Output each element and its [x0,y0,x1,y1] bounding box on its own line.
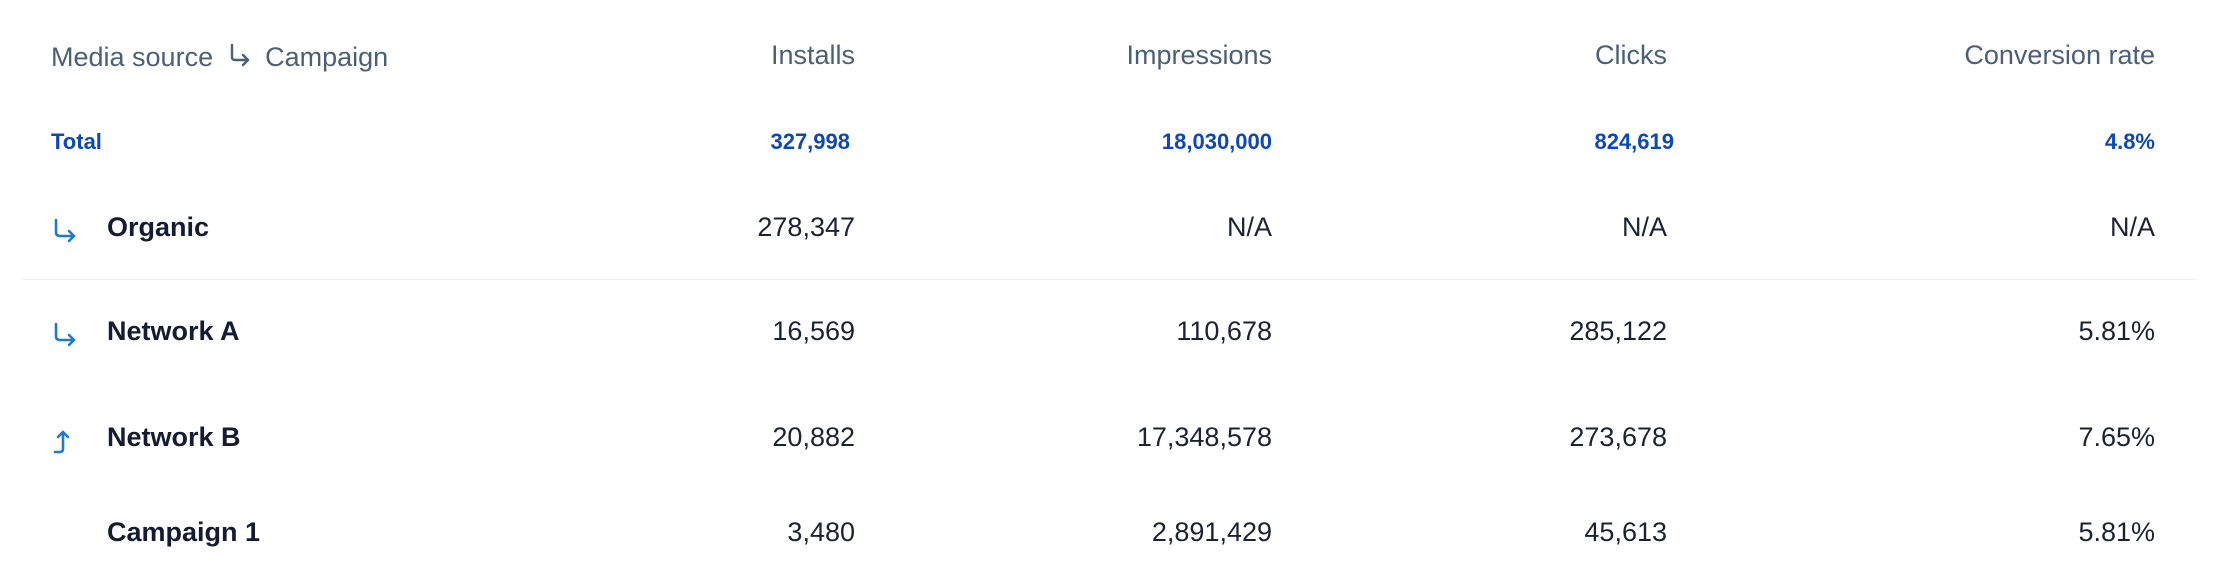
drilldown-arrow-icon [227,42,253,73]
row-label: Organic [107,212,210,242]
row-conversion-rate: N/A [2109,212,2155,242]
table-row-campaign-1[interactable]: Campaign 1 3,480 2,891,429 45,613 5.81% [0,519,2220,553]
total-impressions: 18,030,000 [1161,129,1272,154]
total-row: Total 327,998 18,030,000 824,619 4.8% [0,131,2220,157]
header-impressions[interactable]: Impressions [1126,40,1272,70]
row-impressions: N/A [1226,212,1272,242]
row-clicks: 45,613 [1584,517,1667,547]
row-installs: 278,347 [757,212,855,242]
total-conversion-rate: 4.8% [2104,129,2155,154]
row-clicks: N/A [1621,212,1667,242]
header-dimension-column[interactable]: Media source Campaign [51,42,388,73]
row-impressions: 17,348,578 [1136,422,1272,452]
row-conversion-rate: 5.81% [2078,316,2155,346]
row-conversion-rate: 7.65% [2078,422,2155,452]
header-installs[interactable]: Installs [770,40,855,70]
expand-arrow-icon[interactable] [51,320,79,350]
total-clicks: 824,619 [1594,129,1674,154]
expand-arrow-icon[interactable] [51,216,79,246]
total-label: Total [51,129,102,154]
header-media-source: Media source [51,42,214,72]
table-row-network-a[interactable]: Network A 16,569 110,678 285,122 5.81% [0,318,2220,352]
row-clicks: 285,122 [1569,316,1667,346]
row-conversion-rate: 5.81% [2078,517,2155,547]
row-clicks: 273,678 [1569,422,1667,452]
row-label: Network B [107,422,241,452]
row-divider [22,279,2198,280]
row-installs: 16,569 [772,316,855,346]
table-row-network-b[interactable]: Network B 20,882 17,348,578 273,678 7.65… [0,424,2220,458]
header-campaign: Campaign [265,42,389,72]
total-installs: 327,998 [770,129,850,154]
header-conversion-rate[interactable]: Conversion rate [1964,40,2155,70]
row-label: Network A [107,316,240,346]
row-label: Campaign 1 [107,517,261,547]
table-row-organic[interactable]: Organic 278,347 N/A N/A N/A [0,214,2220,248]
row-impressions: 2,891,429 [1151,517,1272,547]
table-header-row: Media source Campaign Installs Impression… [0,42,2220,76]
row-impressions: 110,678 [1176,316,1272,346]
row-installs: 3,480 [787,517,855,547]
collapse-arrow-icon[interactable] [51,426,79,456]
row-installs: 20,882 [772,422,855,452]
header-clicks[interactable]: Clicks [1595,40,1667,70]
